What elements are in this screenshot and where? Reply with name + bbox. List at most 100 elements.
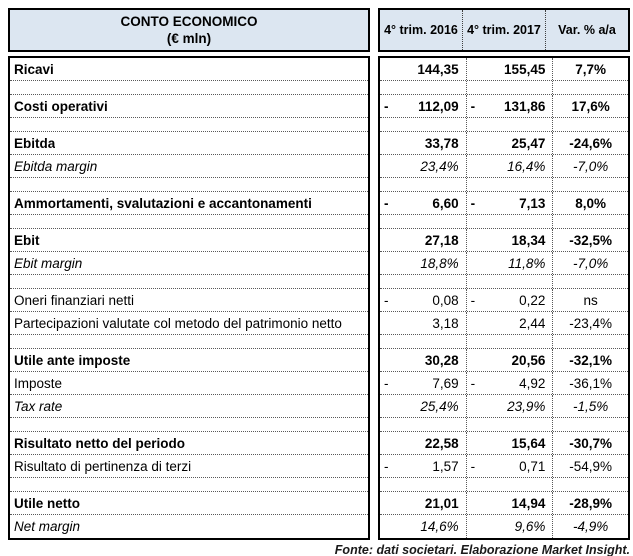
table-row-values: 27,18 18,34 -32,5% (380, 229, 628, 252)
value-2017: 7,13 (519, 195, 546, 211)
row-label: Costi operativi (14, 98, 108, 114)
value-cell-var: -7,0% (552, 155, 628, 177)
value-cell-2017: 20,56 (465, 349, 553, 371)
value-cell-2016: - 7,69 (380, 372, 466, 394)
value-cell-2017: 14,94 (465, 492, 553, 514)
value-cell-2017 (465, 335, 553, 348)
spacer-row (10, 275, 368, 289)
spacer-row (10, 118, 368, 132)
value-cell-2017: - 4,92 (465, 372, 553, 394)
table-row-values: 25,4% 23,9% -1,5% (380, 395, 628, 418)
value-cell-2016 (380, 275, 466, 288)
row-label: Ebit margin (14, 255, 83, 271)
value-var: 17,6% (571, 98, 610, 114)
value-2016: 3,18 (432, 315, 459, 331)
value-var: 7,7% (575, 61, 607, 77)
table-row-label: Ricavi (10, 58, 368, 81)
value-var: -28,9% (569, 495, 613, 511)
table-row-values: -6,60-7,13 8,0% (380, 192, 628, 215)
value-var: -30,7% (569, 435, 613, 451)
value-cell-2017: 9,6% (465, 515, 553, 538)
value-2016: 18,8% (420, 255, 459, 271)
value-var: -54,9% (569, 458, 613, 474)
row-label: Ebitda (14, 135, 56, 151)
table-row-values: 144,35 155,45 7,7% (380, 58, 628, 81)
value-cell-2016 (380, 335, 466, 348)
value-2016: 144,35 (417, 61, 459, 77)
row-label: Ebitda margin (14, 158, 98, 174)
value-cell-2017: - 131,86 (465, 95, 553, 117)
table-row-label: Oneri finanziari netti (10, 289, 368, 312)
negative-sign: - (384, 98, 389, 114)
value-cell-2017 (465, 275, 553, 288)
table-body: Ricavi Costi operativi Ebitda Ebitda margin… (8, 56, 630, 540)
value-cell-2017: - 0,71 (465, 455, 553, 477)
value-cell-var: 8,0% (552, 192, 628, 214)
value-2016: 7,69 (432, 375, 459, 391)
table-row-label: Imposte (10, 372, 368, 395)
value-cell-2017: 18,34 (465, 229, 553, 251)
value-cell-2017: - 0,22 (465, 289, 553, 311)
value-cell-2016: 27,18 (380, 229, 466, 251)
value-cell-var: -54,9% (552, 455, 628, 477)
value-var: -32,5% (569, 232, 613, 248)
spacer-row (380, 418, 628, 432)
spacer-row (380, 478, 628, 492)
value-2017: 4,92 (519, 375, 546, 391)
value-cell-2017 (465, 81, 553, 94)
value-cell-2017: - 7,13 (465, 192, 553, 214)
value-2016: 33,78 (424, 135, 459, 151)
value-2016: 0,08 (432, 292, 459, 308)
value-2017: 0,22 (519, 292, 546, 308)
table-row-values: 21,01 14,94 -28,9% (380, 492, 628, 515)
spacer-row (380, 81, 628, 95)
column-header-var-pct: Var. % a/a (545, 10, 628, 50)
spacer-row (380, 118, 628, 132)
table-row-values: -0,08-0,22 ns (380, 289, 628, 312)
table-row-label: Partecipazioni valutate col metodo del p… (10, 312, 368, 335)
value-var: -23,4% (569, 315, 613, 331)
value-2017: 11,8% (508, 255, 546, 271)
value-cell-2016: - 1,57 (380, 455, 466, 477)
row-label: Imposte (14, 375, 63, 391)
value-cell-var: -4,9% (552, 515, 628, 538)
value-cell-2017 (465, 478, 553, 491)
value-cell-var: 17,6% (552, 95, 628, 117)
negative-sign: - (384, 458, 389, 474)
row-label: Ricavi (14, 61, 54, 77)
table-row-values: 14,6% 9,6% -4,9% (380, 515, 628, 538)
value-cell-2016: 144,35 (380, 58, 466, 80)
table-subtitle: (€ mln) (166, 31, 212, 46)
spacer-row (380, 215, 628, 229)
value-cell-var: -28,9% (552, 492, 628, 514)
value-cell-var: -36,1% (552, 372, 628, 394)
negative-sign: - (384, 375, 389, 391)
value-var: 8,0% (575, 195, 607, 211)
table-row-values: 30,28 20,56 -32,1% (380, 349, 628, 372)
value-2016: 14,6% (420, 519, 459, 534)
value-cell-2017: 2,44 (465, 312, 553, 334)
spacer-row (10, 418, 368, 432)
value-cell-2016: 14,6% (380, 515, 466, 538)
value-2017: 9,6% (514, 519, 546, 534)
negative-sign: - (384, 292, 389, 308)
value-2017: 14,94 (511, 495, 546, 511)
value-cell-2016: 23,4% (380, 155, 466, 177)
row-label: Ammortamenti, svalutazioni e accantoname… (14, 195, 312, 211)
value-2017: 18,34 (511, 232, 546, 248)
table-row-values: 22,58 15,64 -30,7% (380, 432, 628, 455)
table-row-label: Ebitda (10, 132, 368, 155)
value-cell-2016: 3,18 (380, 312, 466, 334)
value-cell-2017 (465, 215, 553, 228)
table-row-label: Ebit (10, 229, 368, 252)
value-cell-2016: 30,28 (380, 349, 466, 371)
value-cell-var: 7,7% (552, 58, 628, 80)
value-rows: 144,35 155,45 7,7% -112,09-131,86 17,6% 33,78… (378, 56, 630, 540)
value-2017: 2,44 (519, 315, 546, 331)
table-row-label: Risultato di pertinenza di terzi (10, 455, 368, 478)
spacer-row (10, 215, 368, 229)
row-label: Partecipazioni valutate col metodo del p… (14, 315, 342, 331)
table-row-label: Tax rate (10, 395, 368, 418)
